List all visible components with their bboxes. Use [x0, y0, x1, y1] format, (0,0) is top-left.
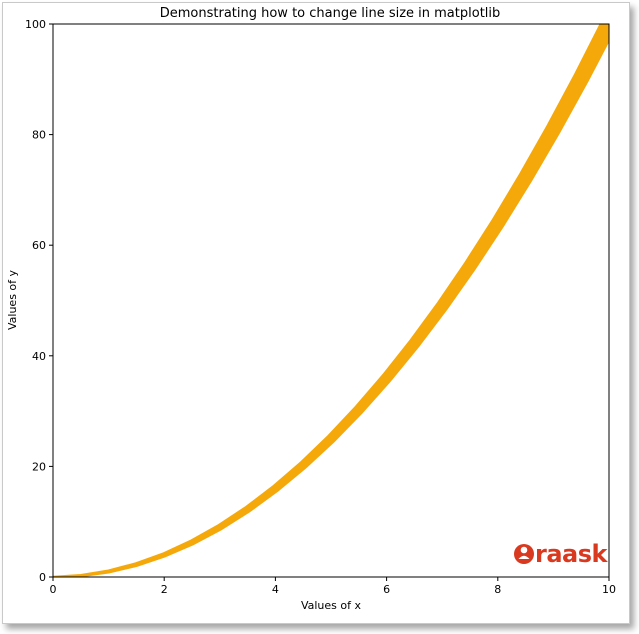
- data-point: [219, 526, 221, 528]
- x-tick-label: 6: [383, 583, 390, 596]
- data-point: [330, 438, 332, 440]
- data-point: [135, 563, 137, 566]
- y-tick-label: 100: [25, 18, 46, 31]
- data-point: [302, 464, 304, 466]
- data-point: [358, 409, 360, 411]
- y-tick-label: 60: [32, 239, 46, 252]
- x-tick-label: 10: [602, 583, 616, 596]
- data-point: [163, 554, 165, 556]
- y-tick-label: 0: [39, 571, 46, 584]
- data-marks: [53, 24, 609, 577]
- data-point: [274, 487, 276, 490]
- data-point: [80, 575, 82, 577]
- x-tick-label: 4: [272, 583, 279, 596]
- y-tick-label: 40: [32, 350, 46, 363]
- x-tick-label: 2: [161, 583, 168, 596]
- y-tick-label: 80: [32, 129, 46, 142]
- plot-area: [53, 24, 609, 577]
- x-tick-label: 8: [494, 583, 501, 596]
- data-point: [386, 377, 388, 379]
- y-tick-label: 20: [32, 460, 46, 473]
- data-point: [108, 570, 110, 573]
- chart-title: Demonstrating how to change line size in…: [160, 6, 501, 21]
- series-line: [53, 24, 609, 577]
- data-point: [552, 128, 555, 130]
- data-point: [497, 222, 499, 224]
- data-point: [580, 77, 582, 79]
- data-point: [441, 305, 443, 307]
- x-tick-label: 0: [50, 583, 57, 596]
- y-axis-label: Values of y: [6, 269, 19, 330]
- data-point: [525, 176, 527, 179]
- logo-person-body-icon: [518, 555, 530, 559]
- logo-person-head-icon: [520, 546, 528, 554]
- logo-text: raask: [535, 540, 609, 568]
- plot-border: [52, 23, 610, 578]
- x-axis-label: Values of x: [301, 599, 362, 612]
- data-point: [469, 265, 471, 267]
- data-point: [413, 342, 415, 344]
- oraask-logo: raask: [514, 540, 609, 568]
- data-point: [191, 541, 193, 544]
- data-point: [247, 508, 249, 510]
